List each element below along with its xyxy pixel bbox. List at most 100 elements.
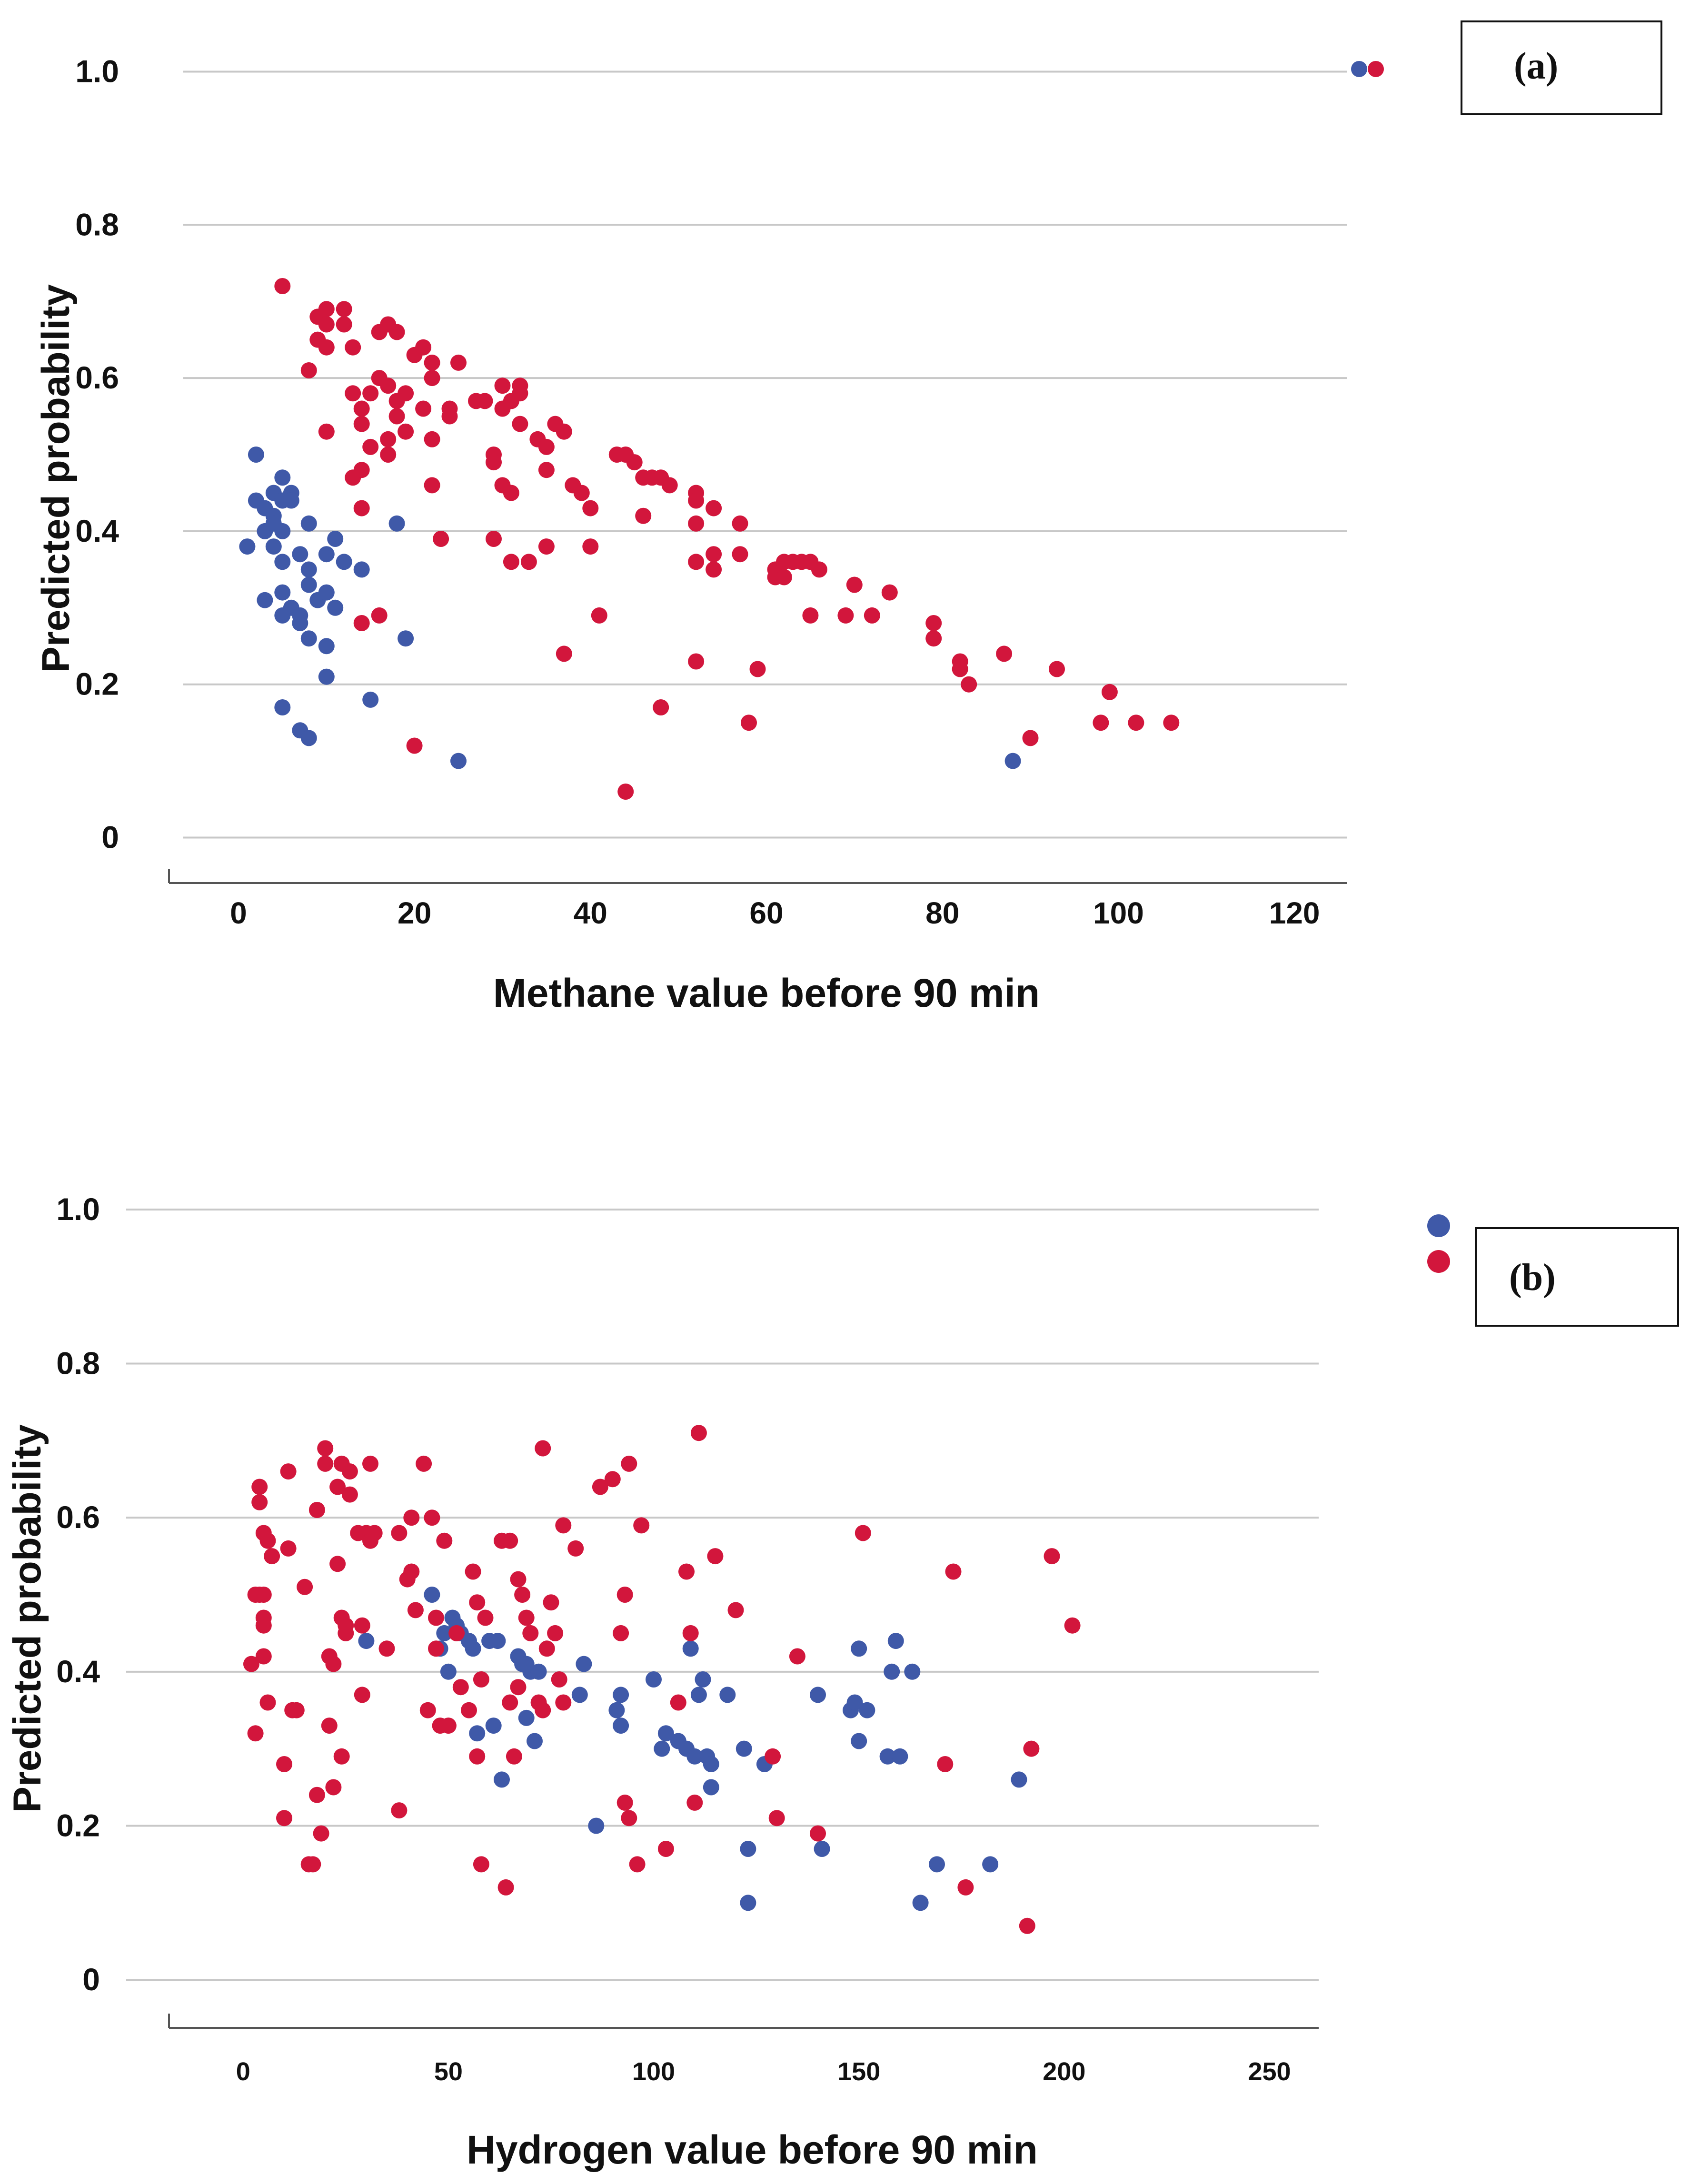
- data-point: [308, 1502, 325, 1518]
- data-point: [732, 515, 748, 532]
- data-point: [317, 1455, 334, 1472]
- data-point: [371, 607, 388, 624]
- data-point: [469, 1725, 486, 1742]
- data-point: [366, 1525, 383, 1541]
- data-point: [678, 1563, 695, 1580]
- data-point: [416, 1455, 432, 1472]
- data-point: [448, 1625, 465, 1641]
- data-point: [354, 1687, 370, 1703]
- x-tick-label: 120: [1269, 896, 1320, 930]
- data-point: [937, 1756, 954, 1772]
- data-point: [688, 515, 705, 532]
- data-point: [274, 584, 291, 601]
- data-point: [473, 1856, 489, 1873]
- data-point: [535, 1440, 551, 1457]
- x-tick-label: 40: [574, 896, 607, 930]
- data-point: [506, 1748, 522, 1765]
- data-point: [765, 1748, 781, 1765]
- data-point: [879, 1748, 896, 1765]
- data-point: [1023, 1740, 1040, 1757]
- data-point: [864, 607, 880, 624]
- data-point: [329, 1556, 346, 1572]
- data-point: [318, 423, 335, 440]
- data-point: [497, 1879, 514, 1896]
- data-point: [706, 500, 722, 516]
- data-point: [616, 1587, 633, 1603]
- data-point: [613, 1717, 629, 1734]
- data-point: [341, 1463, 358, 1480]
- data-point: [336, 554, 352, 570]
- data-point: [961, 676, 977, 693]
- data-point: [424, 354, 440, 371]
- data-point: [424, 477, 440, 494]
- x-tick-label: 0: [230, 896, 247, 930]
- data-point: [243, 1656, 259, 1672]
- data-point: [613, 1625, 629, 1641]
- y-tick-label: 0.2: [75, 666, 119, 702]
- data-point: [837, 607, 854, 624]
- data-point: [336, 316, 352, 333]
- data-point: [257, 592, 273, 608]
- data-point: [522, 1625, 539, 1641]
- data-point: [353, 462, 370, 478]
- data-point: [688, 653, 705, 670]
- data-point: [280, 1540, 297, 1557]
- data-point: [450, 354, 467, 371]
- data-point: [682, 1625, 699, 1641]
- data-point: [300, 576, 317, 593]
- data-point: [810, 1825, 826, 1842]
- data-point: [653, 699, 669, 715]
- data-point: [450, 753, 467, 769]
- data-point: [661, 477, 678, 494]
- y-tick-label: 0.4: [75, 513, 119, 548]
- data-point: [398, 423, 414, 440]
- data-point: [1022, 730, 1039, 746]
- data-point: [280, 1463, 297, 1480]
- data-point: [802, 607, 819, 624]
- data-point: [555, 1517, 572, 1534]
- data-point: [433, 531, 449, 547]
- data-point: [582, 538, 599, 555]
- data-point: [327, 599, 344, 616]
- data-point: [846, 1694, 863, 1711]
- data-point: [255, 1587, 272, 1603]
- data-point: [527, 1733, 543, 1749]
- data-point: [274, 699, 291, 715]
- data-point: [573, 485, 590, 501]
- data-point: [239, 538, 256, 555]
- panel-label: (a): [1514, 45, 1558, 87]
- data-point: [424, 370, 440, 387]
- data-point: [419, 1702, 436, 1718]
- data-point: [592, 1479, 608, 1495]
- data-point: [626, 454, 643, 471]
- data-point: [538, 1640, 555, 1657]
- panel-label: (b): [1509, 1257, 1556, 1299]
- x-tick-label: 20: [398, 896, 431, 930]
- data-point: [318, 301, 335, 318]
- data-point: [318, 339, 335, 356]
- data-point: [657, 1725, 674, 1742]
- data-point: [884, 1663, 900, 1680]
- data-point: [657, 1841, 674, 1857]
- data-point: [851, 1640, 867, 1657]
- data-point: [318, 316, 335, 333]
- data-point: [300, 630, 317, 647]
- data-point: [436, 1532, 453, 1549]
- data-point: [486, 454, 502, 471]
- data-point: [440, 1663, 457, 1680]
- data-point: [543, 1594, 559, 1611]
- y-tick-label: 0.8: [75, 207, 119, 242]
- legend: [1351, 61, 1384, 77]
- data-point: [547, 1625, 564, 1641]
- data-point: [313, 1825, 329, 1842]
- data-point: [353, 400, 370, 417]
- data-point: [274, 554, 291, 570]
- data-point: [1093, 715, 1109, 731]
- data-point: [318, 668, 335, 685]
- data-point: [604, 1471, 621, 1488]
- data-point: [629, 1856, 646, 1873]
- data-points: [243, 1425, 1081, 1934]
- data-point: [477, 393, 493, 409]
- y-tick-label: 0.8: [56, 1346, 100, 1381]
